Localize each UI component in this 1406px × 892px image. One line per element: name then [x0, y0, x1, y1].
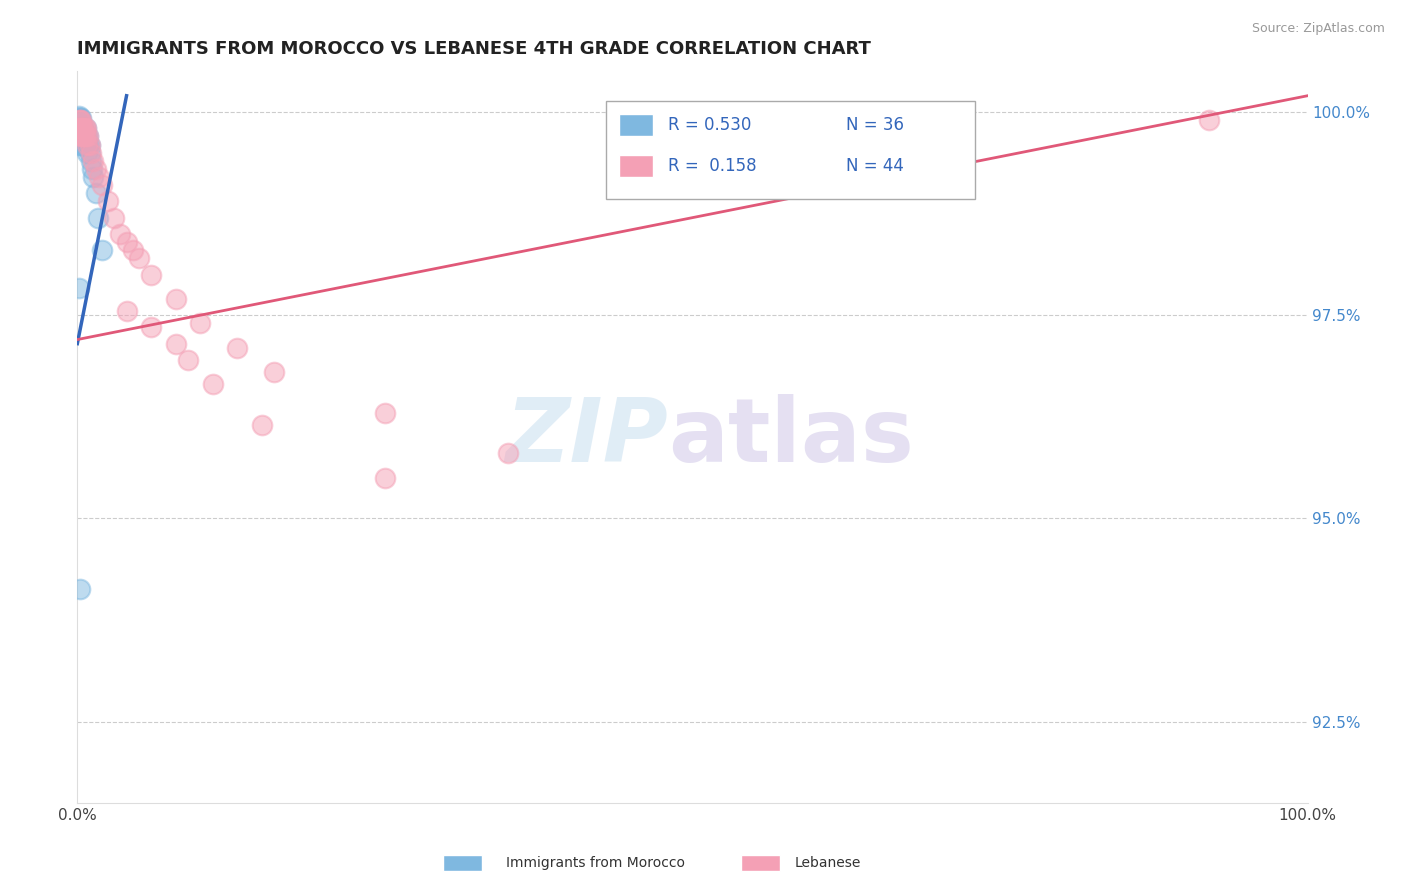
Point	[496, 446, 519, 460]
Point	[201, 377, 224, 392]
Point	[76, 145, 98, 160]
Point	[121, 243, 143, 257]
Point	[76, 137, 98, 152]
Text: Lebanese: Lebanese	[794, 856, 860, 871]
Point	[75, 129, 97, 144]
Point	[177, 352, 200, 367]
Point	[82, 161, 104, 176]
Point	[128, 252, 150, 266]
Point	[115, 235, 138, 249]
Point	[69, 111, 91, 125]
Point	[69, 129, 91, 144]
Text: Immigrants from Morocco: Immigrants from Morocco	[506, 856, 685, 871]
Point	[70, 121, 93, 136]
Point	[69, 137, 91, 152]
Point	[263, 365, 285, 379]
Point	[79, 137, 101, 152]
Point	[165, 336, 187, 351]
Point	[110, 227, 132, 241]
Point	[70, 137, 93, 152]
Text: Source: ZipAtlas.com: Source: ZipAtlas.com	[1251, 22, 1385, 36]
Point	[1198, 113, 1220, 128]
Point	[75, 129, 97, 144]
Point	[72, 129, 94, 144]
Text: atlas: atlas	[668, 393, 914, 481]
Point	[250, 417, 273, 432]
Point	[67, 281, 90, 295]
Point	[69, 113, 91, 128]
Point	[165, 292, 187, 306]
Text: R = 0.530: R = 0.530	[668, 116, 751, 134]
Point	[374, 471, 396, 485]
Text: N = 44: N = 44	[846, 158, 904, 176]
FancyBboxPatch shape	[606, 101, 976, 200]
Point	[67, 113, 90, 128]
Point	[67, 117, 90, 131]
Text: R =  0.158: R = 0.158	[668, 158, 756, 176]
Point	[77, 129, 100, 144]
Point	[115, 304, 138, 318]
Text: IMMIGRANTS FROM MOROCCO VS LEBANESE 4TH GRADE CORRELATION CHART: IMMIGRANTS FROM MOROCCO VS LEBANESE 4TH …	[77, 40, 872, 58]
Point	[90, 243, 114, 257]
Point	[67, 109, 90, 123]
Point	[97, 194, 120, 209]
Point	[141, 268, 163, 282]
Point	[73, 129, 96, 144]
Point	[69, 121, 91, 136]
Point	[70, 121, 93, 136]
Bar	[619, 114, 654, 136]
Point	[69, 582, 91, 596]
Point	[69, 113, 91, 128]
Point	[72, 121, 94, 136]
Point	[69, 121, 91, 136]
Point	[72, 129, 94, 144]
Point	[103, 211, 125, 225]
Point	[77, 129, 100, 144]
Point	[80, 145, 103, 160]
Point	[67, 121, 90, 136]
Point	[70, 111, 93, 125]
Point	[79, 145, 101, 160]
Point	[67, 125, 90, 139]
Point	[70, 129, 93, 144]
Point	[70, 121, 93, 136]
Point	[226, 341, 249, 355]
Point	[70, 129, 93, 144]
Point	[73, 129, 96, 144]
Point	[70, 121, 93, 136]
Bar	[619, 155, 654, 178]
Point	[87, 211, 110, 225]
Point	[73, 121, 96, 136]
Point	[70, 129, 93, 144]
Point	[141, 320, 163, 334]
Text: ZIP: ZIP	[505, 393, 668, 481]
Point	[72, 121, 94, 136]
Point	[70, 113, 93, 128]
Point	[190, 316, 212, 330]
Point	[89, 169, 111, 184]
Text: N = 36: N = 36	[846, 116, 904, 134]
Point	[75, 121, 97, 136]
Point	[70, 129, 93, 144]
Point	[374, 406, 396, 420]
Point	[67, 111, 90, 125]
Point	[73, 137, 96, 152]
Point	[79, 137, 101, 152]
Point	[80, 153, 103, 168]
Point	[77, 137, 100, 152]
Point	[90, 178, 114, 193]
Point	[84, 186, 107, 201]
Point	[82, 169, 104, 184]
Point	[82, 153, 104, 168]
Point	[75, 121, 97, 136]
Point	[76, 137, 98, 152]
Point	[72, 137, 94, 152]
Point	[84, 161, 107, 176]
